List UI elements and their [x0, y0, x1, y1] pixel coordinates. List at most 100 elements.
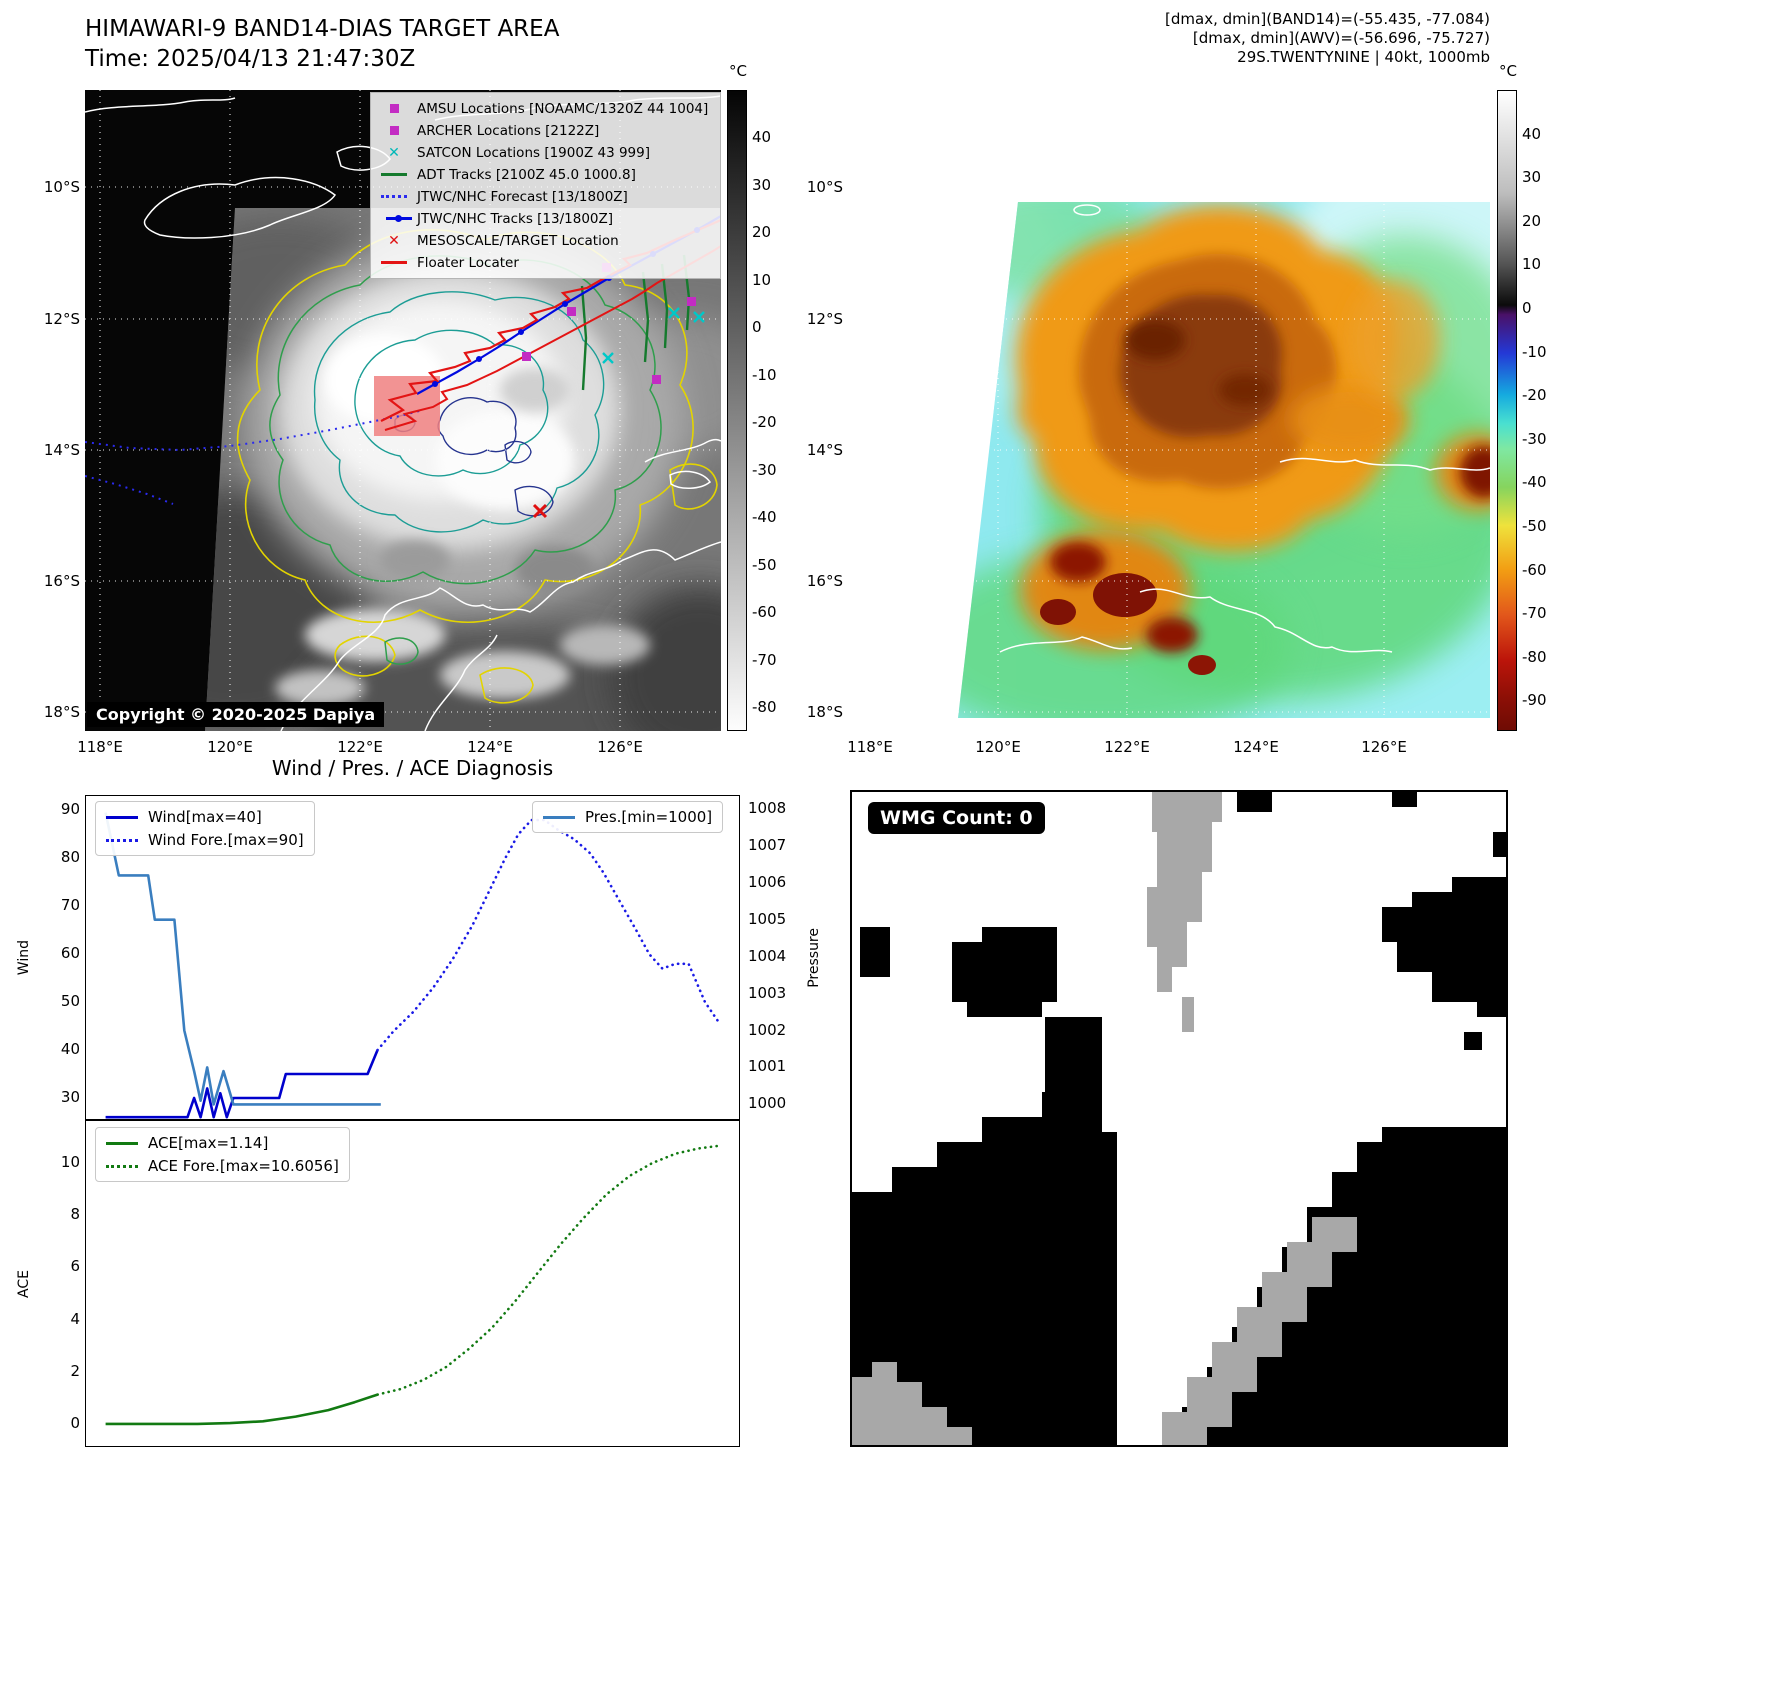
satcon-markers — [602, 307, 705, 364]
dmax-dmin-awv: [dmax, dmin](AWV)=(-56.696, -75.727) — [1192, 29, 1490, 47]
timestamp-label: Time: 2025/04/13 21:47:30Z — [85, 46, 416, 72]
wind-axis-label: Wind — [16, 939, 32, 976]
tl-colorbar — [727, 90, 747, 731]
y-tick-label: 60 — [60, 944, 80, 963]
line-marker-icon — [379, 195, 409, 198]
legend-line-sample — [106, 1164, 138, 1168]
chart-legend-label: ACE Fore.[max=10.6056] — [148, 1157, 339, 1175]
tl-lon-axis: 118°E 120°E 122°E 124°E 126°E — [77, 736, 721, 758]
wind-legend: Wind[max=40] Wind Fore.[max=90] — [95, 801, 315, 856]
chart-legend-item: Wind[max=40] — [106, 808, 304, 826]
y-tick-label: 1007 — [748, 835, 787, 854]
lon-tick-label: 122°E — [337, 738, 383, 756]
lat-tick-label: 14°S — [806, 441, 843, 459]
legend-label: SATCON Locations [1900Z 43 999] — [417, 144, 650, 161]
ace-axis-label: ACE — [16, 1269, 32, 1298]
chart-legend-item: Pres.[min=1000] — [543, 808, 712, 826]
line-marker-icon — [379, 215, 412, 222]
tl-colorbar-axis: 40 30 20 10 0 -10 -20 -30 -40 -50 -60 -70 -80 — [752, 90, 798, 731]
x-marker-icon: ✕ — [388, 232, 400, 249]
lon-tick-label: 120°E — [207, 738, 253, 756]
colorbar-tick-label: -30 — [1522, 429, 1547, 448]
colorbar-tick-label: -50 — [752, 555, 777, 574]
lat-tick-label: 10°S — [43, 178, 80, 196]
y-tick-label: 0 — [70, 1414, 80, 1433]
wmg-gray-regions — [852, 792, 1357, 1445]
colorbar-tick-label: 10 — [1522, 255, 1542, 274]
lon-tick-label: 126°E — [597, 738, 643, 756]
pressure-axis-label: Pressure — [806, 927, 822, 988]
colorbar-tick-label: 30 — [752, 175, 772, 194]
lat-tick-label: 18°S — [806, 703, 843, 721]
colorbar-tick-label: -70 — [1522, 604, 1547, 623]
legend-label: AMSU Locations [NOAAMC/1320Z 44 1004] — [417, 100, 709, 117]
legend-item: JTWC/NHC Tracks [13/1800Z] — [379, 209, 712, 228]
series-line — [105, 1049, 379, 1119]
wmg-count-badge: WMG Count: 0 — [868, 802, 1045, 834]
ace-legend: ACE[max=1.14] ACE Fore.[max=10.6056] — [95, 1127, 350, 1182]
colorbar-tick-label: -20 — [752, 413, 777, 432]
colorbar-tick-label: 0 — [1522, 299, 1532, 318]
colorbar-tick-label: -70 — [752, 650, 777, 669]
adt-track — [641, 271, 650, 363]
colorbar-tick-label: -90 — [1522, 691, 1547, 710]
dmax-dmin-band14: [dmax, dmin](BAND14)=(-55.435, -77.084) — [1165, 10, 1490, 28]
tr-colorbar-axis: 40 30 20 10 0 -10 -20 -30 -40 -50 -60 -70 -80 -90 — [1522, 90, 1570, 731]
satellite-swath — [205, 208, 721, 731]
y-tick-label: 10 — [60, 1152, 80, 1171]
colorbar-tick-label: -60 — [752, 603, 777, 622]
lat-tick-label: 16°S — [806, 572, 843, 590]
y-tick-label: 70 — [60, 896, 80, 915]
colorbar-tick-label: -40 — [752, 508, 777, 527]
line-marker-icon — [379, 173, 409, 176]
colorbar-tick-label: -10 — [752, 365, 777, 384]
y-tick-label: 1006 — [748, 872, 787, 891]
target-location-marker — [532, 503, 548, 519]
lon-tick-label: 118°E — [77, 738, 123, 756]
lat-tick-label: 12°S — [43, 310, 80, 328]
lat-tick-label: 14°S — [43, 441, 80, 459]
mesoscale-target-box — [374, 376, 440, 436]
colorbar-tick-label: -20 — [1522, 386, 1547, 405]
band14-satellite-panel: AMSU Locations [NOAAMC/1320Z 44 1004] ARC… — [85, 90, 721, 731]
map-legend: AMSU Locations [NOAAMC/1320Z 44 1004] ARC… — [370, 92, 721, 279]
jtwc-forecast-track — [85, 475, 174, 505]
colorbar-tick-label: -30 — [752, 460, 777, 479]
lat-tick-label: 10°S — [806, 178, 843, 196]
series-line — [376, 818, 720, 1052]
y-tick-label: 30 — [60, 1087, 80, 1106]
lon-tick-label: 124°E — [467, 738, 513, 756]
legend-line-sample — [106, 838, 138, 842]
y-tick-label: 1005 — [748, 909, 787, 928]
colorbar-tick-label: -60 — [1522, 560, 1547, 579]
colorbar-tick-label: -40 — [1522, 473, 1547, 492]
lat-tick-label: 12°S — [806, 310, 843, 328]
series-line — [105, 1393, 378, 1426]
y-tick-label: 50 — [60, 992, 80, 1011]
tr-colorbar-unit: °C — [1499, 62, 1517, 80]
tr-lon-axis: 118°E 120°E 122°E 124°E 126°E — [847, 736, 1490, 758]
y-tick-label: 1004 — [748, 946, 787, 965]
colorbar-tick-label: 40 — [1522, 124, 1542, 143]
chart-legend-item: Wind Fore.[max=90] — [106, 831, 304, 849]
awv-enhanced-image — [850, 90, 1490, 731]
square-marker-icon — [379, 104, 409, 113]
legend-line-sample — [543, 815, 575, 819]
colorbar-tick-label: -80 — [752, 698, 777, 717]
adt-track — [580, 285, 588, 391]
tr-colorbar — [1497, 90, 1517, 731]
y-tick-label: 2 — [70, 1362, 80, 1381]
pressure-legend: Pres.[min=1000] — [532, 801, 724, 833]
colorbar-tick-label: 0 — [752, 318, 762, 337]
legend-label: ARCHER Locations [2122Z] — [417, 122, 600, 139]
page-title: HIMAWARI-9 BAND14-DIAS TARGET AREA — [85, 16, 560, 42]
lat-tick-label: 18°S — [43, 703, 80, 721]
legend-item: Floater Locater — [379, 253, 712, 272]
chart-legend-label: Pres.[min=1000] — [585, 808, 713, 826]
latlon-grid — [850, 90, 1490, 731]
y-tick-label: 1002 — [748, 1020, 787, 1039]
legend-label: JTWC/NHC Tracks [13/1800Z] — [417, 210, 614, 227]
series-line — [376, 1144, 720, 1396]
legend-item: AMSU Locations [NOAAMC/1320Z 44 1004] — [379, 99, 712, 118]
diagnosis-title: Wind / Pres. / ACE Diagnosis — [271, 756, 554, 780]
